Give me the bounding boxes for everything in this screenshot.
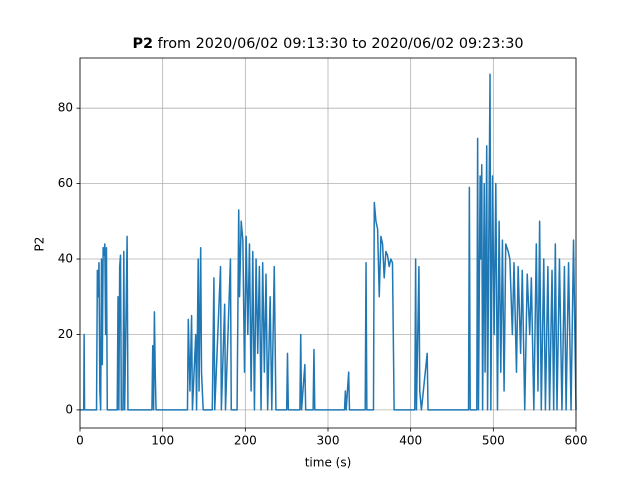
y-tick-label: 20 — [58, 327, 73, 341]
x-tick-label: 600 — [565, 434, 588, 448]
chart-title: P2 from 2020/06/02 09:13:30 to 2020/06/0… — [132, 36, 523, 52]
x-tick-label: 400 — [399, 434, 422, 448]
x-tick-label: 100 — [151, 434, 174, 448]
x-tick-label: 300 — [317, 434, 340, 448]
y-tick-label: 40 — [58, 252, 73, 266]
y-tick-label: 80 — [58, 101, 73, 115]
x-axis-label: time (s) — [305, 456, 352, 470]
x-tick-label: 0 — [76, 434, 84, 448]
y-tick-label: 60 — [58, 176, 73, 190]
y-axis-label: P2 — [33, 237, 47, 252]
x-tick-label: 500 — [482, 434, 505, 448]
plot-frame — [79, 57, 577, 429]
x-tick-label: 200 — [234, 434, 257, 448]
data-line — [80, 73, 577, 411]
y-tick-label: 0 — [65, 402, 73, 416]
title-rest: from 2020/06/02 09:13:30 to 2020/06/02 0… — [158, 36, 524, 52]
title-bold: P2 — [132, 36, 153, 52]
